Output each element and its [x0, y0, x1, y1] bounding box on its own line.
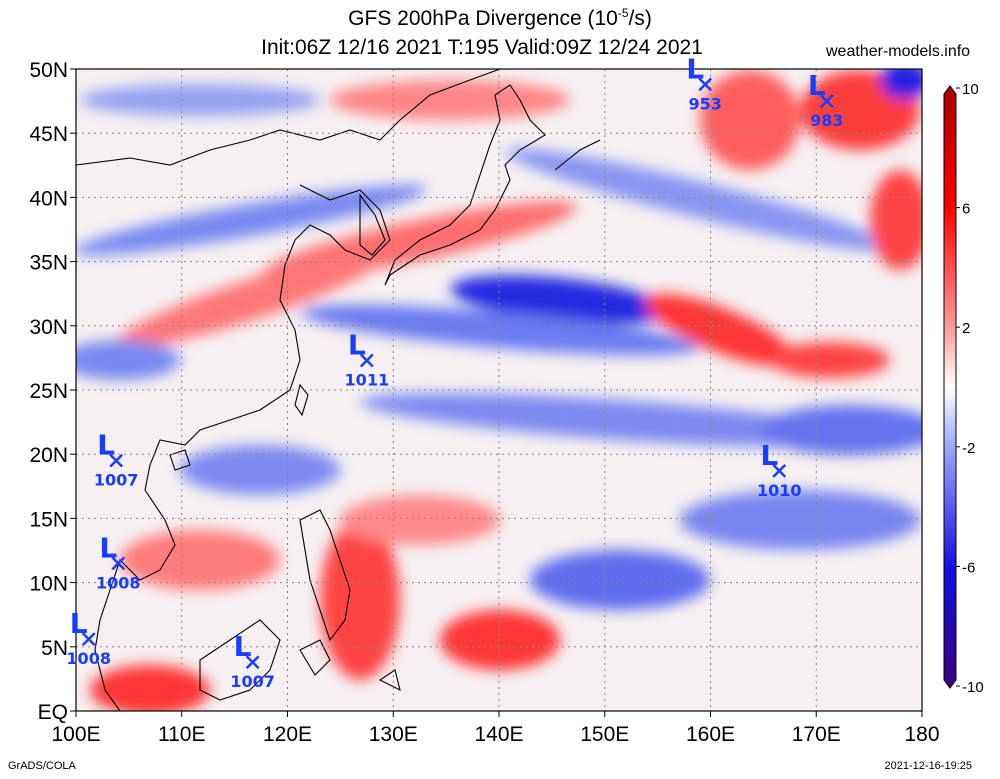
lon-tick-label: 120E	[263, 723, 312, 746]
lon-tick-label: 180	[904, 723, 939, 746]
low-marker: L 1011	[345, 328, 390, 389]
low-center-x	[772, 464, 787, 478]
colorbar-gradient	[943, 85, 957, 689]
map-subtitle: Init:06Z 12/16 2021 T:195 Valid:09Z 12/2…	[261, 36, 703, 59]
low-letter: L	[808, 69, 826, 102]
low-letter: L	[686, 52, 704, 85]
low-marker: L 1008	[66, 607, 111, 668]
low-pressure-value: 1008	[66, 649, 111, 668]
low-letter: L	[99, 531, 117, 564]
low-marker: L 953	[686, 52, 722, 113]
lon-tick-label: 150E	[580, 723, 629, 746]
lon-tick-label: 170E	[792, 723, 841, 746]
lon-tick-label: 140E	[474, 723, 523, 746]
low-center-x	[819, 94, 834, 108]
low-pressure-markers: L 953 L 983 L 1011 L 1007 L 1010 L 1008 L 1008 L 1007	[66, 52, 843, 691]
low-center-x	[698, 77, 713, 92]
low-letter: L	[348, 328, 366, 361]
axes: 100E 110E 120E 130E 140E 150E 160E 170E 180EQ5N1…	[29, 59, 939, 746]
map-title: GFS 200hPa Divergence (10-5/s)	[348, 6, 652, 30]
lat-tick-label: 10N	[29, 573, 68, 596]
colorbar-label: -10	[962, 679, 984, 696]
lon-tick-label: 110E	[158, 723, 206, 746]
colorbar-label: -2	[962, 440, 975, 457]
footer-software: GrADS/COLA	[8, 760, 76, 772]
low-letter: L	[97, 429, 115, 462]
lat-tick-label: 50N	[29, 59, 68, 82]
low-center-x	[245, 655, 260, 670]
low-marker: L 983	[808, 69, 844, 130]
lat-tick-label: 35N	[29, 252, 68, 275]
low-center-x	[109, 453, 124, 468]
low-center-x	[359, 353, 374, 368]
lat-tick-label: 15N	[29, 508, 68, 531]
colorbar-label: 2	[962, 320, 970, 337]
low-letter: L	[234, 630, 252, 663]
coastlines	[76, 69, 601, 711]
low-marker: L 1008	[96, 531, 141, 592]
gridlines	[76, 69, 922, 711]
lat-tick-label: 25N	[29, 380, 68, 403]
lat-tick-label: 40N	[29, 187, 68, 210]
low-center-x	[81, 632, 96, 646]
site-label: weather-models.info	[826, 43, 971, 60]
low-pressure-value: 1007	[230, 672, 275, 691]
lat-tick-label: 5N	[41, 637, 68, 660]
low-center-x	[111, 556, 126, 571]
colorbar-label: 10	[962, 81, 979, 98]
divergence-field	[76, 69, 922, 711]
lat-tick-label: EQ	[38, 701, 68, 724]
low-pressure-value: 953	[689, 94, 722, 113]
lat-tick-label: 20N	[29, 444, 68, 467]
low-pressure-value: 1007	[94, 471, 139, 490]
low-marker: L 1007	[230, 630, 275, 691]
low-pressure-value: 1010	[757, 481, 802, 500]
low-marker: L 1010	[757, 439, 802, 500]
low-letter: L	[760, 439, 778, 472]
lon-tick-label: 160E	[686, 723, 735, 746]
colorbar: 10 6 2 -2 -6 -10	[943, 81, 984, 696]
low-pressure-value: 1011	[345, 370, 390, 389]
lon-tick-label: 130E	[369, 723, 418, 746]
lat-tick-label: 45N	[29, 123, 68, 146]
colorbar-label: 6	[962, 201, 970, 218]
lat-tick-label: 30N	[29, 316, 68, 339]
lon-tick-label: 100E	[51, 723, 100, 746]
low-marker: L 1007	[94, 429, 139, 490]
low-pressure-value: 983	[810, 111, 843, 130]
low-pressure-value: 1008	[96, 573, 141, 592]
footer-timestamp: 2021-12-16-19:25	[884, 760, 972, 772]
low-letter: L	[70, 607, 88, 640]
colorbar-label: -6	[962, 559, 975, 576]
